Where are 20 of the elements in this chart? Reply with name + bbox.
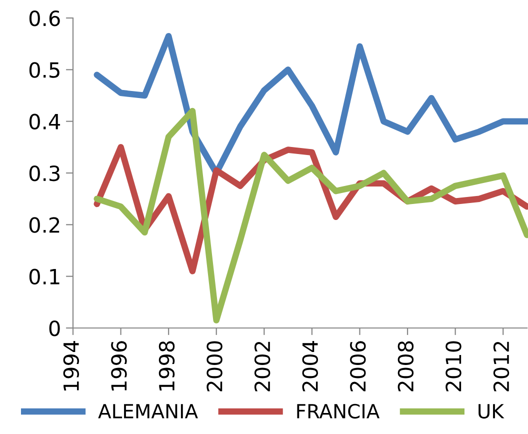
x-tick-label: 2002: [254, 342, 270, 392]
x-tick-label: 2006: [350, 341, 366, 392]
y-tick-label: 0.4: [29, 114, 60, 130]
x-tick-label: 2010: [446, 341, 462, 392]
y-tick-label: 0.6: [29, 10, 60, 26]
legend-label: UK: [478, 404, 504, 419]
y-tick-label: 0.3: [29, 165, 60, 182]
x-tick-label: 2008: [398, 341, 414, 392]
x-tick-label: 1994: [63, 340, 80, 391]
legend-label: ALEMANIA: [98, 404, 198, 418]
legend-label: FRANCIA: [297, 404, 380, 419]
x-tick-label: 1998: [158, 341, 175, 391]
y-tick-label: 0.1: [29, 268, 60, 285]
y-tick-label: 0: [49, 320, 60, 336]
x-tick-label: 2012: [493, 342, 510, 392]
x-tick-label: 1996: [111, 341, 127, 391]
x-tick-label: 2004: [302, 340, 318, 392]
y-tick-label: 0.5: [29, 62, 60, 78]
y-tick-label: 0.2: [29, 217, 60, 233]
x-tick-label: 2000: [206, 341, 222, 392]
